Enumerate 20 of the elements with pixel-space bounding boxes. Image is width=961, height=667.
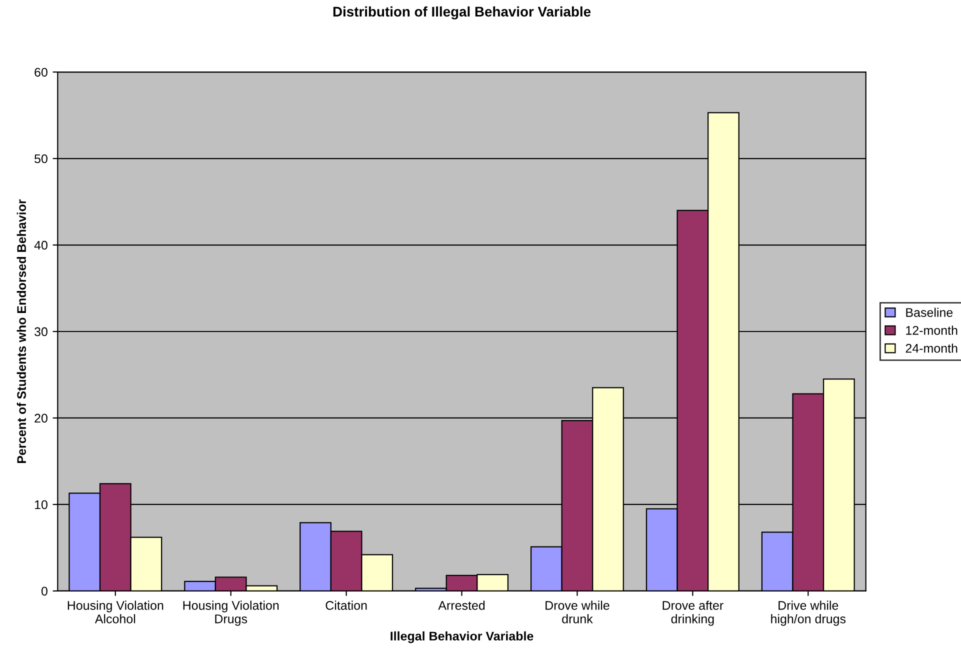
y-tick-label: 0 xyxy=(41,586,48,596)
y-axis-title: Percent of Students who Endorsed Behavior xyxy=(16,199,26,463)
x-tick-label: Citation xyxy=(326,600,367,610)
y-tick-label: 20 xyxy=(34,414,48,423)
y-tick-label: 30 xyxy=(34,327,48,336)
y-tick-label: 10 xyxy=(34,500,48,510)
x-axis-title: Illegal Behavior Variable xyxy=(390,631,534,644)
legend-label: 12-month xyxy=(906,326,958,335)
legend-label: Baseline xyxy=(906,308,953,317)
x-tick-label: Housing Violation Alcohol xyxy=(68,600,164,624)
x-tick-label: Arrested xyxy=(438,600,485,610)
x-tick-label: Drive while high/on drugs xyxy=(771,600,846,626)
y-tick-label: 40 xyxy=(34,240,48,250)
x-tick-label: Drove while drunk xyxy=(546,600,610,624)
x-tick-label: Drove after drinking xyxy=(662,600,724,626)
x-tick-label: Housing Violation Drugs xyxy=(183,600,279,626)
chart-title: Distribution of Illegal Behavior Variable xyxy=(333,6,591,20)
y-tick-label: 60 xyxy=(34,68,48,77)
legend-label: 24-month xyxy=(906,344,958,353)
y-tick-label: 50 xyxy=(34,154,48,164)
